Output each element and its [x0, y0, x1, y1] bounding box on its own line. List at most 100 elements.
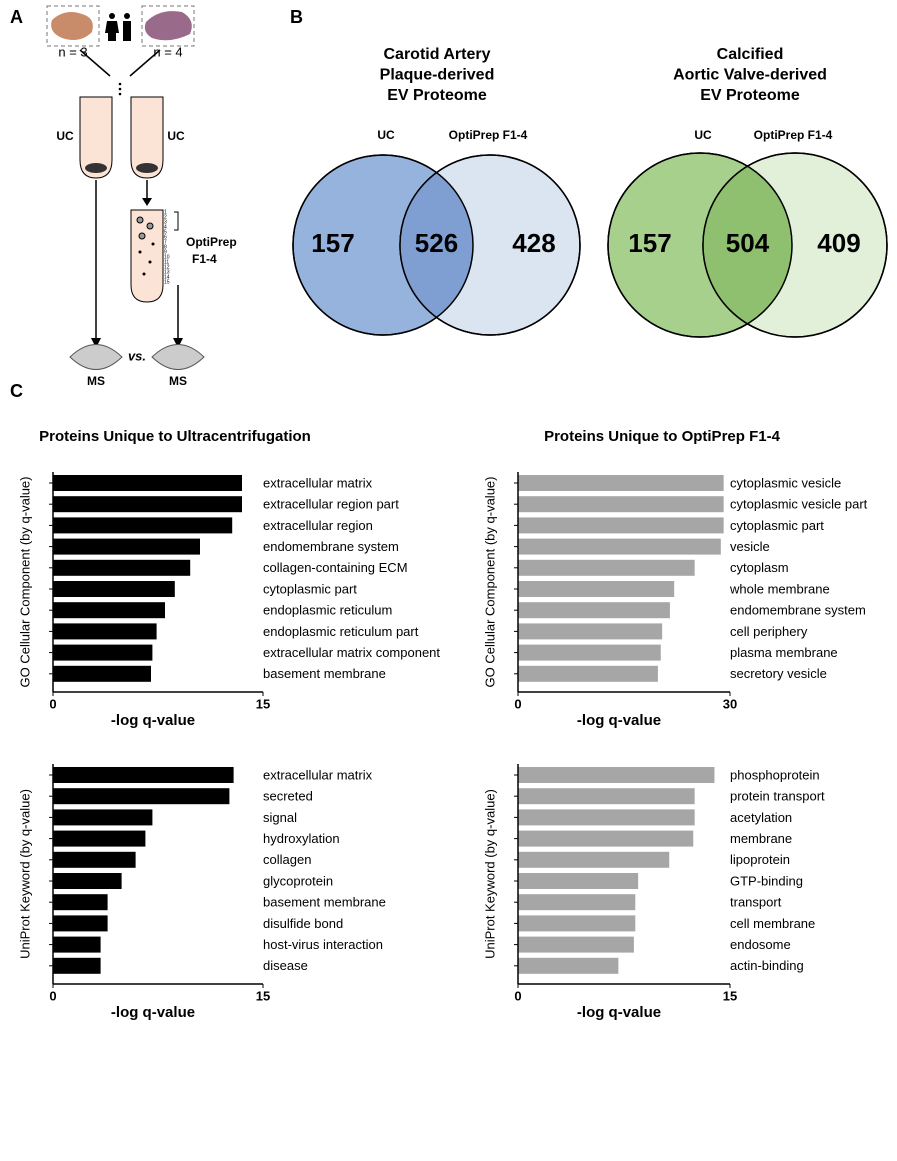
venn-title: Plaque-derived: [380, 67, 495, 84]
category-label: host-virus interaction: [263, 937, 383, 952]
venn-outline: [399, 154, 581, 336]
x-tick-label: 15: [256, 696, 270, 711]
fraction-number: 11: [164, 259, 169, 265]
bar: [518, 936, 634, 953]
set-label: OptiPrep F1-4: [754, 128, 833, 142]
fraction-number: 3: [164, 219, 167, 225]
bar: [518, 475, 724, 491]
tissue: [144, 11, 192, 41]
x-axis-label: -log q-value: [577, 712, 661, 729]
bar: [518, 559, 695, 576]
venn-count: 526: [415, 228, 458, 258]
chart-title: Proteins Unique to Ultracentrifugation: [39, 428, 311, 445]
comparison: vs.: [128, 348, 146, 363]
gradient-label: F1-4: [192, 252, 217, 266]
bar: [53, 517, 233, 534]
category-label: lipoprotein: [730, 852, 790, 867]
bar: [518, 830, 694, 847]
bar: [518, 581, 675, 597]
bar: [518, 665, 658, 682]
bar: [518, 767, 715, 783]
bar: [53, 602, 165, 619]
category-label: extracellular matrix: [263, 475, 373, 490]
tube-label: UC: [56, 129, 74, 143]
category-label: disease: [263, 958, 308, 973]
category-label: endomembrane system: [730, 603, 866, 618]
schematic: [46, 5, 205, 370]
gradient-tube: [130, 209, 164, 303]
sample-count: n = 4: [153, 44, 182, 59]
category-label: basement membrane: [263, 895, 386, 910]
category-label: cytoplasmic part: [263, 581, 357, 596]
sample-box: [141, 5, 195, 47]
venn-title: EV Proteome: [387, 87, 487, 104]
category-label: extracellular region: [263, 518, 373, 533]
category-label: endoplasmic reticulum part: [263, 624, 419, 639]
bar: [518, 644, 661, 661]
x-tick-label: 15: [723, 988, 737, 1003]
venn-count: 157: [311, 228, 354, 258]
bar: [518, 915, 636, 932]
bar: [518, 957, 619, 974]
x-tick-label: 15: [256, 988, 270, 1003]
bar: [53, 496, 242, 513]
bar: [53, 873, 122, 889]
bar: [53, 809, 153, 826]
category-label: secreted: [263, 789, 313, 804]
category-label: actin-binding: [730, 958, 804, 973]
x-tick-label: 30: [723, 696, 737, 711]
venn-outline: [607, 152, 793, 338]
category-label: phosphoprotein: [730, 767, 820, 782]
fraction-number: 1: [164, 209, 167, 215]
bar: [518, 623, 663, 640]
category-label: cytoplasm: [730, 560, 789, 575]
x-axis-label: -log q-value: [111, 1004, 195, 1021]
fraction-number: 9: [164, 249, 167, 255]
bar: [518, 602, 670, 619]
bar: [518, 538, 721, 555]
set-label: OptiPrep F1-4: [449, 128, 528, 142]
pellet: [136, 163, 158, 173]
category-label: endoplasmic reticulum: [263, 603, 392, 618]
bar: [518, 788, 695, 805]
gradient-label: OptiPrep: [186, 235, 237, 249]
tube: [79, 96, 113, 179]
category-label: extracellular matrix component: [263, 645, 440, 660]
fraction-number: 6: [164, 234, 167, 240]
bar: [518, 496, 724, 513]
tube: [130, 96, 164, 179]
venn-overlap: [400, 155, 473, 335]
bar: [53, 936, 101, 953]
category-label: cytoplasmic vesicle part: [730, 497, 868, 512]
venn-overlap: [703, 153, 792, 337]
category-label: glycoprotein: [263, 873, 333, 888]
category-label: plasma membrane: [730, 645, 838, 660]
category-label: collagen-containing ECM: [263, 560, 408, 575]
venn-count: 157: [628, 228, 671, 258]
category-label: cytoplasmic part: [730, 518, 824, 533]
ms-label: MS: [87, 374, 105, 388]
tissue: [51, 12, 93, 40]
bar: [53, 894, 108, 911]
category-label: cytoplasmic vesicle: [730, 475, 841, 490]
bar: [53, 665, 151, 682]
fraction-number: 4: [164, 224, 167, 230]
panel-label: B: [290, 7, 303, 27]
bar: [53, 767, 234, 783]
category-label: secretory vesicle: [730, 666, 827, 681]
category-label: collagen: [263, 852, 311, 867]
category-label: signal: [263, 810, 297, 825]
venn-title: EV Proteome: [700, 87, 800, 104]
bar: [53, 475, 242, 491]
fraction-number: 12: [164, 264, 170, 270]
bar: [53, 581, 175, 597]
category-label: protein transport: [730, 789, 825, 804]
bar: [53, 788, 230, 805]
panel-label: C: [10, 381, 23, 401]
y-axis-label: UniProt Keyword (by q-value): [482, 789, 497, 959]
fraction-number: 5: [164, 229, 167, 235]
bar: [518, 894, 636, 911]
y-axis-label: GO Cellular Component (by q-value): [482, 477, 497, 688]
fraction-number: 7: [164, 239, 167, 245]
